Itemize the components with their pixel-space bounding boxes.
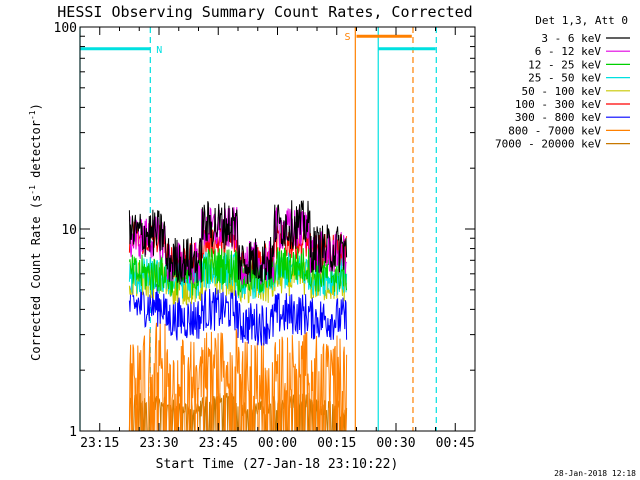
x-tick-label-1: 23:30 [139,436,178,451]
legend-label-3: 25 - 50 keV [528,72,601,85]
chart-title: HESSI Observing Summary Count Rates, Cor… [57,3,472,21]
y-axis-label-part3: ) [29,103,43,110]
x-axis-label: Start Time (27-Jan-18 23:10:22) [156,457,399,472]
y-tick-label-2: 100 [54,21,77,36]
x-tick-label-3: 00:00 [258,436,297,451]
legend-label-1: 6 - 12 keV [535,45,602,58]
x-tick-label-4: 00:15 [317,436,356,451]
legend-label-5: 100 - 300 keV [515,98,601,111]
x-tick-label-2: 23:45 [199,436,238,451]
y-axis-label-sup2: -1 [28,110,37,120]
legend-label-2: 12 - 25 keV [528,58,601,71]
x-tick-label-5: 00:30 [376,436,415,451]
data-layer: NS [79,27,437,432]
y-axis-label-part2: detector [29,120,43,185]
series-trace-6 [128,283,348,346]
legend-label-7: 800 - 7000 keV [508,124,601,137]
y-tick-label-0: 1 [69,425,77,440]
flag-label-S: S [345,32,351,43]
y-axis-label-sup1: -1 [28,185,37,195]
legend-label-8: 7000 - 20000 keV [495,138,601,151]
series-trace-0 [128,200,348,285]
y-axis-label: Corrected Count Rate (s-1 detector-1) [28,103,43,361]
tick-layer: 23:15 23:30 23:45 00:00 00:15 00:30 00:45 1 10 10… [54,21,476,451]
legend-label-4: 50 - 100 keV [522,85,602,98]
timestamp: 28-Jan-2018 12:18 [554,469,636,478]
y-tick-label-1: 10 [61,223,77,238]
legend-label-6: 300 - 800 keV [515,111,601,124]
flag-label-N: N [156,45,162,56]
x-tick-label-6: 00:45 [436,436,475,451]
y-axis-label-part1: Corrected Count Rate (s [29,195,43,361]
series-trace-2 [128,247,348,296]
x-tick-label-0: 23:15 [80,436,119,451]
legend-label-0: 3 - 6 keV [541,32,601,45]
legend-title: Det 1,3, Att 0 [535,14,628,27]
